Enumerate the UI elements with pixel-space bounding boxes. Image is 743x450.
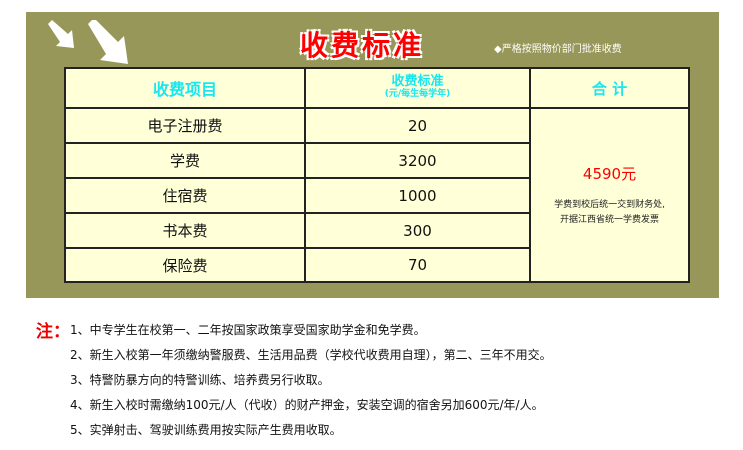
header-standard: 收费标准 (元/每生每学年) (304, 67, 531, 109)
table-row: 学费 3200 (64, 142, 689, 179)
header-standard-sub: (元/每生每学年) (384, 89, 451, 99)
total-cell: 4590元学费到校后统一交到财务处, 开据江西省统一学费发票 (529, 107, 690, 283)
pricing-note: ◆严格按照物价部门批准收费 (494, 44, 622, 55)
amount-cell: 3200 (304, 142, 531, 179)
note-item: 3、特警防暴方向的特警训练、培养费另行收取。 (70, 373, 330, 387)
notes-section: 注： 1、中专学生在校第一、二年按国家政策享受国家助学金和免学费。 2、新生入校… (36, 320, 552, 445)
fee-panel: 收费标准 ◆严格按照物价部门批准收费 收费项目 收费标准 (元/每生每学年) 合 … (26, 12, 719, 298)
item-cell: 书本费 (64, 212, 306, 249)
header-total: 合 计 (529, 67, 690, 109)
note-item: 2、新生入校第一年须缴纳警服费、生活用品费（学校代收费用自理），第二、三年不用交… (70, 348, 552, 362)
arrow-icons (48, 20, 128, 64)
header-standard-label: 收费标准 (391, 74, 444, 89)
table-row: 书本费 300 (64, 212, 689, 249)
total-value: 4590元 (582, 164, 637, 183)
table-row: 保险费 70 (64, 247, 689, 283)
notes-label: 注： (36, 322, 70, 342)
amount-cell: 300 (304, 212, 531, 249)
remark-line: 学费到校后统一交到财务处, (554, 199, 665, 210)
item-cell: 学费 (64, 142, 306, 179)
amount-cell: 1000 (304, 177, 531, 214)
note-item: 1、中专学生在校第一、二年按国家政策享受国家助学金和免学费。 (70, 323, 426, 337)
item-cell: 电子注册费 (64, 107, 306, 144)
item-cell: 住宿费 (64, 177, 306, 214)
table-row: 住宿费 1000 (64, 177, 689, 214)
page-title: 收费标准 (300, 29, 425, 62)
item-cell: 保险费 (64, 247, 306, 283)
note-item: 4、新生入校时需缴纳100元/人（代收）的财产押金，安装空调的宿舍另加600元/… (70, 398, 544, 412)
fee-table: 收费项目 收费标准 (元/每生每学年) 合 计 电子注册费 20 4590元学费到校… (64, 67, 690, 283)
note-item: 5、实弹射击、驾驶训练费用按实际产生费用收取。 (70, 423, 342, 437)
table-row: 电子注册费 20 4590元学费到校后统一交到财务处, 开据江西省统一学费发票 (64, 107, 690, 283)
header-item: 收费项目 (64, 67, 306, 109)
remark-line: 开据江西省统一学费发票 (559, 214, 659, 225)
amount-cell: 20 (304, 107, 531, 144)
amount-cell: 70 (304, 247, 531, 283)
